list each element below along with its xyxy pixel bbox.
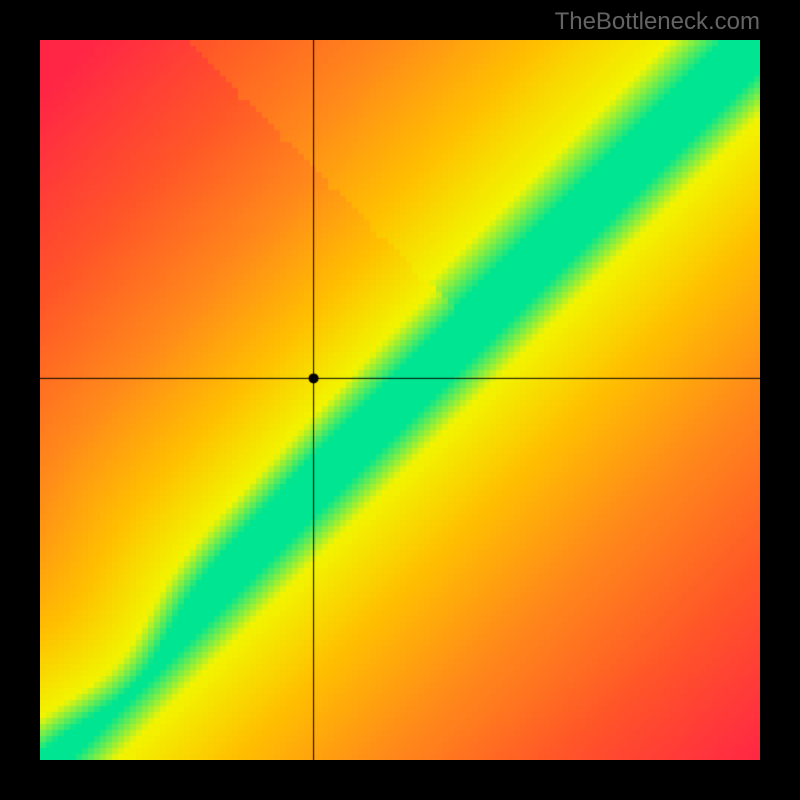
heatmap-plot [40,40,760,760]
watermark-text: TheBottleneck.com [555,8,760,36]
heatmap-canvas [40,40,760,760]
